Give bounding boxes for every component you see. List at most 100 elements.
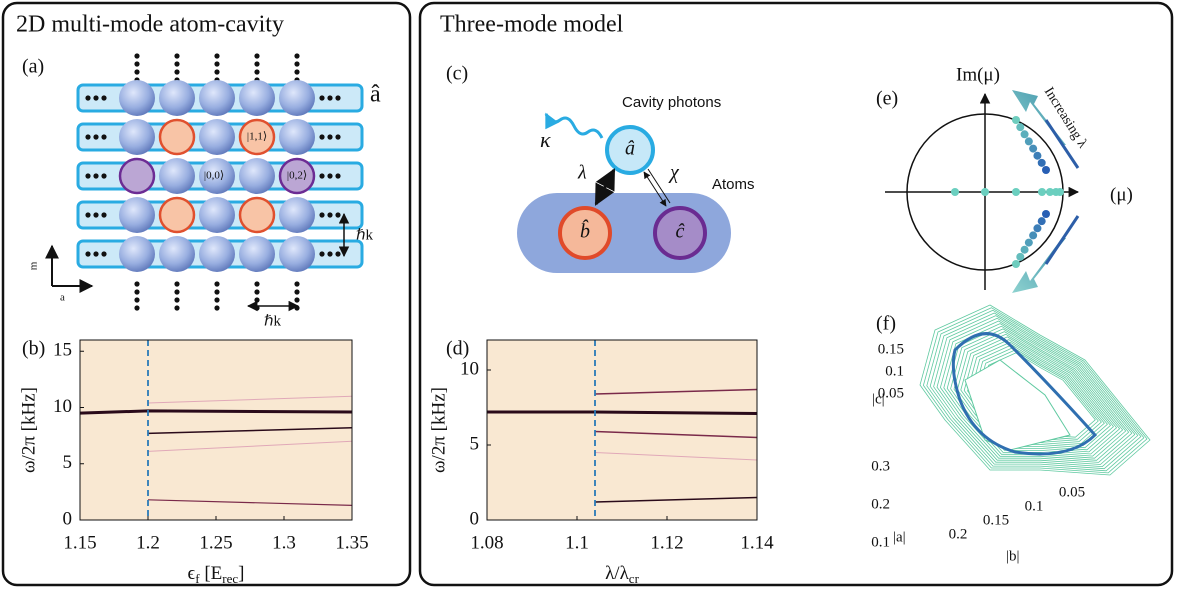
- dot: [327, 212, 333, 218]
- eigenvalue: [1012, 260, 1020, 268]
- surface-line: [936, 317, 1136, 465]
- dot: [327, 95, 333, 101]
- spectral-line: [594, 452, 758, 461]
- label: |b|: [1006, 548, 1020, 564]
- dot: [335, 212, 341, 218]
- x-tick-label: 1.12: [650, 532, 683, 553]
- inner-hole: [964, 359, 1071, 451]
- tick-label: 0.2: [871, 496, 890, 512]
- label: (f): [876, 313, 896, 335]
- coupling: [594, 168, 616, 206]
- label: ℏk: [356, 227, 374, 243]
- dot: [254, 281, 260, 287]
- label: (e): [876, 88, 898, 110]
- label: â: [370, 82, 381, 108]
- surface-line: [953, 331, 1120, 455]
- x-axis-label-part: λ/λ: [605, 563, 629, 584]
- dot: [101, 251, 107, 257]
- eigenvalue: [1046, 188, 1054, 196]
- eigenvalue: [1037, 217, 1046, 226]
- panel-label: (b): [22, 338, 45, 360]
- dot: [254, 297, 260, 303]
- y-tick-label: 10: [460, 358, 479, 379]
- x-tick-label: 1.15: [63, 532, 96, 553]
- tick-label: 0.05: [878, 385, 904, 401]
- arrow-bar: [1044, 119, 1080, 169]
- dot: [254, 289, 260, 295]
- atom-state: [279, 197, 315, 233]
- eigenvalue: [981, 188, 989, 196]
- eigenvalue: [1024, 137, 1033, 146]
- panel-title: Three-mode model: [440, 12, 624, 38]
- dot: [134, 289, 140, 295]
- dot: [85, 173, 91, 179]
- spectral-line: [147, 395, 353, 404]
- x-axis-label-part: cr: [629, 571, 640, 586]
- eigenvalue: [1012, 116, 1020, 124]
- label: Increasing λ: [1041, 85, 1090, 151]
- dot: [335, 95, 341, 101]
- dot: [319, 134, 325, 140]
- atom-state: [239, 236, 275, 272]
- y-tick-label: 15: [53, 340, 72, 361]
- label: |0,2⟩: [287, 170, 307, 182]
- dot: [93, 173, 99, 179]
- atom-state: [199, 158, 235, 194]
- dot: [214, 297, 220, 303]
- dot: [174, 69, 180, 75]
- x-axis-label-part: [E: [200, 563, 223, 584]
- plot-frame: [486, 339, 758, 521]
- decay: [544, 112, 604, 139]
- eigenvalue: [1042, 210, 1050, 218]
- x-tick-label: 1.14: [740, 532, 774, 553]
- x-axis-label-part: ϵ: [188, 563, 196, 584]
- label: |1,1⟩: [247, 131, 267, 143]
- spectral-line: [147, 440, 353, 452]
- eigenvalue: [1029, 144, 1038, 153]
- mode-b: [558, 206, 612, 260]
- surface-line: [957, 333, 1117, 453]
- label: â: [625, 138, 635, 160]
- dot: [294, 69, 300, 75]
- dot: [335, 251, 341, 257]
- eigenvalue: [1020, 130, 1029, 139]
- atom-state: [239, 80, 275, 116]
- eigenvalue: [1037, 158, 1046, 167]
- label: ℏk: [264, 313, 282, 329]
- arrow-bar: [1044, 215, 1080, 265]
- dot: [85, 134, 91, 140]
- spectral-line: [147, 427, 353, 435]
- dot: [319, 251, 325, 257]
- eigenvalue: [1033, 224, 1042, 233]
- left-frame: [1, 1, 412, 587]
- dot: [254, 53, 260, 59]
- x-tick-label: 1.25: [199, 532, 232, 553]
- dot: [214, 61, 220, 67]
- y-axis-label: ω/2π [kHz]: [428, 387, 449, 473]
- label: κ: [540, 127, 551, 152]
- label: Im(μ): [956, 64, 1000, 85]
- x-axis-label: λ/λcr: [605, 563, 639, 586]
- x-tick-label: 1.08: [470, 532, 503, 553]
- panel-title: 2D multi-mode atom-cavity: [16, 12, 284, 38]
- dot: [93, 212, 99, 218]
- x-axis-label: ϵf [Erec]: [188, 563, 245, 586]
- dot: [319, 212, 325, 218]
- dot: [93, 134, 99, 140]
- y-tick-label: 10: [53, 396, 72, 417]
- dot: [134, 305, 140, 311]
- dot: [214, 305, 220, 311]
- tick-label: 0.15: [983, 512, 1009, 528]
- dot: [174, 53, 180, 59]
- atom-state: [158, 118, 196, 156]
- tick-label: 0.05: [1059, 484, 1085, 500]
- tick-label: 0.2: [949, 526, 968, 542]
- dot: [174, 281, 180, 287]
- dot: [327, 173, 333, 179]
- mode-a: [605, 125, 655, 175]
- dot: [101, 212, 107, 218]
- atom-state: [158, 196, 196, 234]
- surface-line: [926, 309, 1145, 472]
- dot: [335, 173, 341, 179]
- label: Atoms: [712, 176, 755, 193]
